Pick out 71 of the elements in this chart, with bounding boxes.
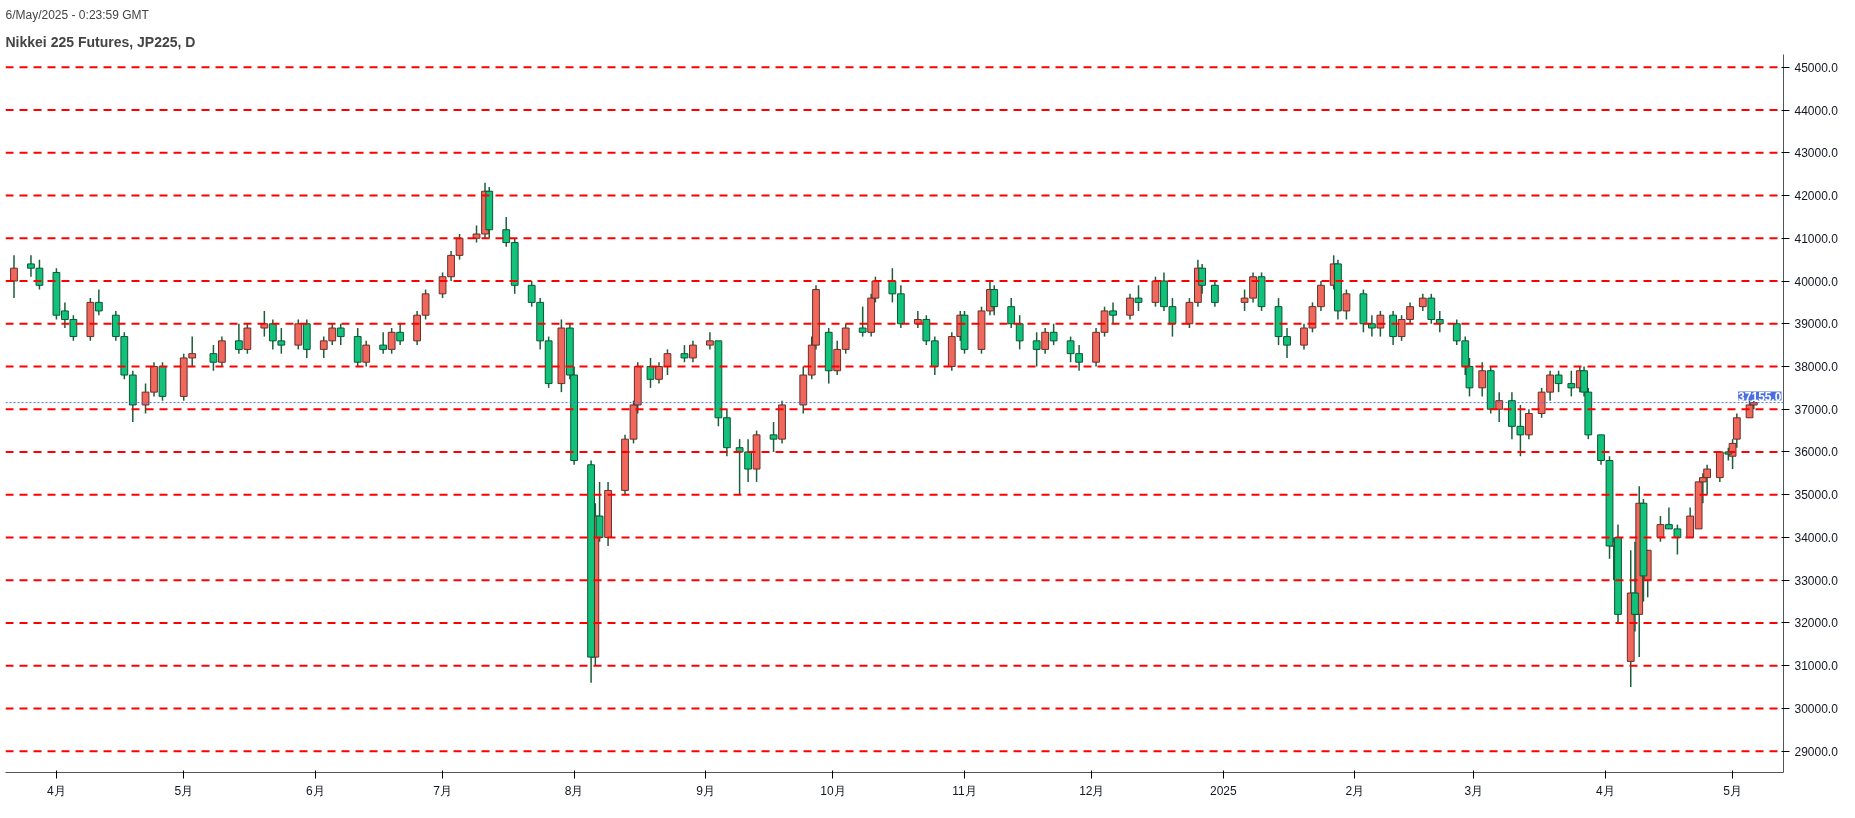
candlestick: [1134, 284, 1143, 312]
candlestick: [209, 344, 218, 372]
x-tick-label: 12月: [1079, 783, 1105, 798]
y-tick-label: 43000.0: [1794, 146, 1839, 161]
candlestick: [10, 254, 18, 299]
candlestick: [1151, 275, 1160, 308]
y-tick-label: 35000.0: [1794, 488, 1839, 503]
candlestick: [646, 357, 655, 389]
chart-title: Nikkei 225 Futures, JP225, D: [5, 33, 196, 50]
y-tick-label: 41000.0: [1794, 231, 1839, 246]
candlestick: [990, 284, 999, 316]
y-tick-label: 36000.0: [1794, 445, 1839, 460]
candlestick: [858, 305, 867, 338]
candlestick: [1049, 323, 1058, 346]
y-tick-label: 32000.0: [1794, 616, 1839, 631]
y-tick-label: 39000.0: [1794, 317, 1839, 332]
candlestick: [1367, 314, 1376, 338]
y-tick-label: 37000.0: [1794, 402, 1839, 417]
y-tick-label: 42000.0: [1794, 189, 1839, 204]
x-tick-label: 10月: [820, 783, 846, 798]
x-tick-label: 3月: [1464, 783, 1484, 798]
candlestick: [1007, 297, 1016, 329]
candlestick: [1567, 370, 1576, 398]
candlestick: [1376, 310, 1385, 338]
x-tick-label: 4月: [47, 783, 66, 798]
candlestick: [396, 323, 405, 346]
candlestick: [1041, 327, 1050, 355]
y-tick-label: 38000.0: [1794, 359, 1839, 374]
text: 6/May/2025 - 0:23:59 GMT: [5, 7, 150, 22]
x-tick-label: 11月: [952, 783, 977, 798]
y-tick-label: 45000.0: [1794, 60, 1839, 75]
x-tick-label: 7月: [433, 783, 452, 798]
y-tick-label: 44000.0: [1794, 103, 1839, 118]
candlestick: [769, 421, 778, 453]
candlestick: [689, 340, 697, 363]
candlestick: [294, 318, 303, 351]
x-tick-label: 2025: [1210, 783, 1238, 798]
x-tick-label: 9月: [696, 783, 716, 798]
y-tick-label: 34000.0: [1794, 530, 1839, 545]
candlestick: [379, 331, 388, 355]
x-tick-label: 6月: [305, 783, 325, 798]
y-tick-label: 40000.0: [1794, 274, 1839, 289]
x-tick-label: 5月: [1723, 783, 1742, 798]
candlestick: [234, 323, 243, 355]
x-tick-label: 8月: [564, 783, 584, 798]
candlestick: [1554, 370, 1563, 393]
candlestick: [1015, 314, 1024, 351]
x-tick-label: 5月: [174, 783, 194, 798]
y-tick-label: 33000.0: [1794, 573, 1839, 588]
candlestick: [1478, 361, 1487, 398]
x-tick-label: 4月: [1595, 783, 1615, 798]
candlestick: [243, 323, 252, 355]
candlestick: [1495, 391, 1504, 423]
candlestick: [1525, 408, 1533, 440]
candlestick: [1032, 331, 1041, 368]
candlestick: [1389, 310, 1397, 346]
x-tick-label: 2月: [1345, 783, 1365, 798]
candlestick: [1342, 288, 1351, 321]
candlestick: [1656, 515, 1665, 543]
ref-line-label: 37155.0: [1738, 389, 1782, 404]
candlestick: [362, 340, 371, 368]
candlestick: [387, 327, 396, 355]
candlestick: [94, 288, 103, 316]
y-tick-label: 29000.0: [1794, 744, 1839, 759]
y-tick-label: 31000.0: [1794, 659, 1839, 674]
candlestick: [336, 323, 345, 346]
candlestick: [1210, 280, 1219, 308]
candlestick: [1109, 301, 1117, 325]
candlestick: [218, 335, 226, 368]
candlestick: [1126, 293, 1134, 321]
y-tick-label: 30000.0: [1794, 701, 1839, 716]
